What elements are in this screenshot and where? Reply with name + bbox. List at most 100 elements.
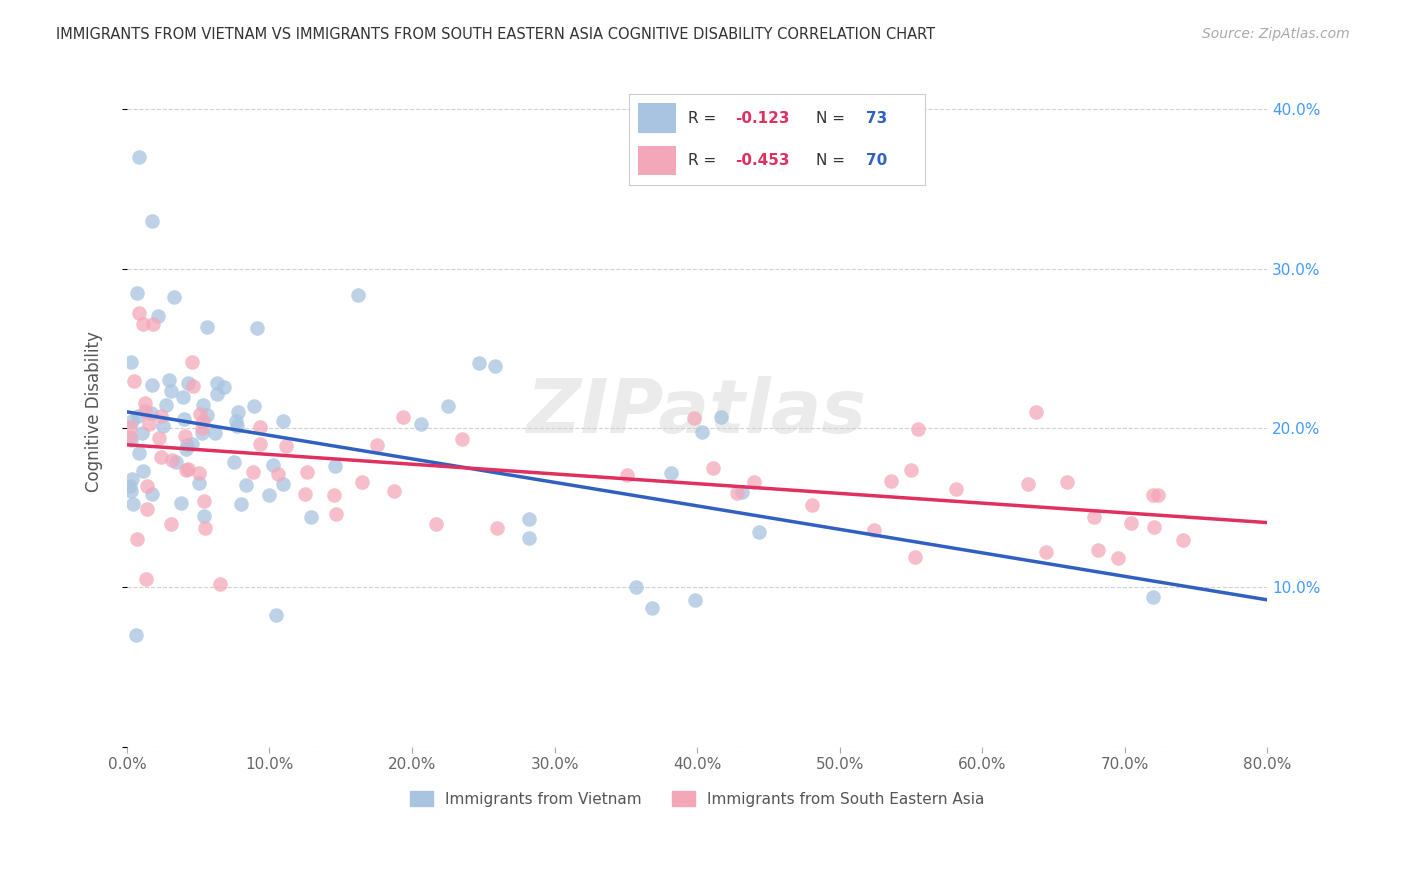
- Point: [134, 395, 156, 409]
- Point: [132, 318, 155, 332]
- Point: [1056, 475, 1078, 490]
- Point: [436, 399, 458, 413]
- Point: [142, 318, 165, 332]
- Point: [120, 433, 142, 447]
- Point: [193, 414, 215, 428]
- Point: [212, 380, 235, 394]
- Point: [229, 497, 252, 511]
- Point: [384, 483, 406, 498]
- Point: [1107, 551, 1129, 566]
- Point: [683, 410, 706, 425]
- Point: [131, 426, 153, 441]
- Point: [323, 459, 346, 474]
- Point: [191, 398, 214, 412]
- Point: [152, 418, 174, 433]
- Point: [170, 496, 193, 510]
- Point: [748, 525, 770, 540]
- Point: [165, 455, 187, 469]
- Point: [149, 450, 172, 464]
- Point: [125, 533, 148, 547]
- Point: [346, 288, 368, 302]
- Point: [486, 521, 509, 535]
- Point: [191, 420, 214, 434]
- Point: [226, 405, 249, 419]
- Point: [262, 458, 284, 473]
- Point: [690, 425, 713, 439]
- Point: [204, 426, 226, 441]
- Point: [121, 472, 143, 486]
- Text: ZIPatlas: ZIPatlas: [527, 376, 868, 449]
- Legend: Immigrants from Vietnam, Immigrants from South Eastern Asia: Immigrants from Vietnam, Immigrants from…: [404, 784, 991, 813]
- Point: [350, 475, 373, 489]
- Point: [685, 593, 707, 607]
- Point: [124, 374, 146, 388]
- Point: [1035, 545, 1057, 559]
- Point: [160, 384, 183, 399]
- Point: [862, 524, 884, 538]
- Point: [177, 461, 200, 475]
- Point: [249, 420, 271, 434]
- Point: [135, 479, 157, 493]
- Point: [246, 321, 269, 335]
- Point: [180, 355, 202, 369]
- Point: [1087, 543, 1109, 558]
- Point: [271, 414, 294, 428]
- Point: [173, 412, 195, 426]
- Point: [188, 475, 211, 490]
- Point: [163, 290, 186, 304]
- Point: [517, 531, 540, 545]
- Point: [1083, 510, 1105, 524]
- Point: [267, 467, 290, 481]
- Point: [160, 452, 183, 467]
- Point: [176, 438, 198, 452]
- Point: [174, 429, 197, 443]
- Point: [176, 463, 198, 477]
- Point: [900, 463, 922, 477]
- Point: [1146, 488, 1168, 502]
- Point: [904, 549, 927, 564]
- Point: [1017, 477, 1039, 491]
- Point: [190, 408, 212, 422]
- Point: [208, 577, 231, 591]
- Point: [1121, 516, 1143, 531]
- Point: [118, 430, 141, 444]
- Point: [141, 214, 163, 228]
- Point: [222, 455, 245, 469]
- Point: [1171, 533, 1194, 547]
- Point: [180, 437, 202, 451]
- Point: [800, 499, 823, 513]
- Point: [187, 467, 209, 481]
- Point: [709, 409, 731, 424]
- Point: [141, 378, 163, 392]
- Point: [641, 601, 664, 615]
- Point: [225, 413, 247, 427]
- Point: [134, 572, 156, 586]
- Point: [141, 486, 163, 500]
- Point: [702, 460, 724, 475]
- Point: [1143, 520, 1166, 534]
- Point: [742, 475, 765, 490]
- Point: [138, 417, 160, 432]
- Text: Source: ZipAtlas.com: Source: ZipAtlas.com: [1202, 27, 1350, 41]
- Point: [205, 376, 228, 390]
- Point: [159, 517, 181, 532]
- Point: [118, 419, 141, 434]
- Point: [235, 478, 257, 492]
- Point: [134, 404, 156, 418]
- Point: [128, 306, 150, 320]
- Point: [120, 355, 142, 369]
- Point: [366, 438, 388, 452]
- Point: [266, 608, 288, 623]
- Point: [177, 376, 200, 390]
- Point: [174, 442, 197, 456]
- Point: [1142, 591, 1164, 605]
- Point: [148, 431, 170, 445]
- Point: [122, 497, 145, 511]
- Point: [197, 320, 219, 334]
- Point: [128, 150, 150, 164]
- Point: [118, 479, 141, 493]
- Point: [193, 493, 215, 508]
- Point: [125, 628, 148, 642]
- Point: [226, 419, 249, 434]
- Point: [616, 468, 638, 483]
